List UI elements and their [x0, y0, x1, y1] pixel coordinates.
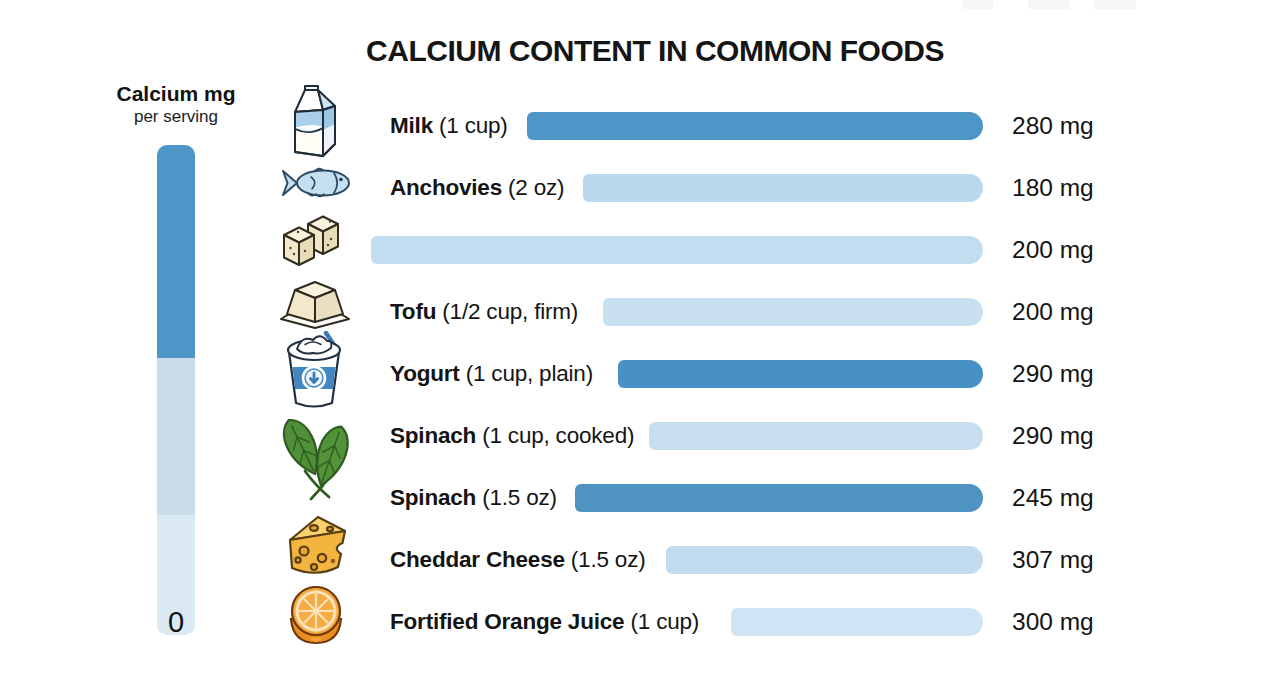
serving-size: (2 oz) [508, 175, 564, 200]
serving-size: (1 cup) [630, 609, 699, 634]
axis-legend-subtitle: per serving [116, 106, 235, 127]
food-name: Cheddar Cheese [390, 547, 565, 572]
cheese-icon [278, 510, 354, 584]
value-label: 180 mg [1012, 174, 1094, 202]
calcium-bar [618, 360, 983, 388]
value-label: 290 mg [1012, 360, 1094, 388]
food-name: Anchovies [390, 175, 502, 200]
spinach-icon [273, 407, 361, 503]
scale-segment-medium [157, 358, 195, 515]
food-label: Tofu (1/2 cup, firm) [390, 298, 578, 326]
value-label: 307 mg [1012, 546, 1094, 574]
calcium-chart: CALCIUM CONTENT IN COMMON FOODS Calcium … [0, 0, 1280, 698]
food-label: Spinach (1.5 oz) [390, 484, 557, 512]
tofu-block-icon [280, 273, 350, 333]
food-name: Tofu [390, 299, 436, 324]
food-name: Fortified Orange Juice [390, 609, 624, 634]
serving-size: (1 cup) [439, 113, 508, 138]
scale-segment-dark [157, 145, 195, 358]
calcium-bar [583, 174, 983, 202]
food-name: Milk [390, 113, 433, 138]
calcium-bar [666, 546, 983, 574]
food-label: Fortified Orange Juice (1 cup) [390, 608, 699, 636]
calcium-bar [603, 298, 983, 326]
calcium-bar [371, 236, 983, 264]
calcium-bar [575, 484, 983, 512]
fish-icon [280, 161, 352, 206]
value-label: 245 mg [1012, 484, 1094, 512]
food-label: Cheddar Cheese (1.5 oz) [390, 546, 646, 574]
value-label: 290 mg [1012, 422, 1094, 450]
tofu-cubes-icon [283, 212, 347, 272]
serving-size: (1/2 cup, firm) [442, 299, 578, 324]
calcium-bar [649, 422, 983, 450]
value-label: 300 mg [1012, 608, 1094, 636]
value-label: 200 mg [1012, 298, 1094, 326]
calcium-scale-bar [157, 145, 195, 635]
milk-carton-icon [283, 82, 347, 160]
food-label: Milk (1 cup) [390, 112, 508, 140]
food-name: Spinach [390, 485, 476, 510]
serving-size: (1 cup, cooked) [482, 423, 634, 448]
axis-legend-title: Calcium mg [116, 82, 235, 106]
corner-swatch [963, 0, 993, 9]
axis-legend: Calcium mg per serving [116, 82, 235, 127]
yogurt-cup-icon [282, 331, 346, 411]
corner-swatch [1094, 0, 1136, 9]
value-label: 200 mg [1012, 236, 1094, 264]
serving-size: (1.5 oz) [571, 547, 646, 572]
calcium-bar [527, 112, 983, 140]
orange-icon [282, 586, 350, 650]
calcium-bar [731, 608, 983, 636]
serving-size: (1 cup, plain) [466, 361, 593, 386]
food-label: Anchovies (2 oz) [390, 174, 564, 202]
serving-size: (1.5 oz) [482, 485, 557, 510]
page-title: CALCIUM CONTENT IN COMMON FOODS [366, 34, 944, 68]
food-label: Spinach (1 cup, cooked) [390, 422, 634, 450]
food-name: Spinach [390, 423, 476, 448]
food-label: Yogurt (1 cup, plain) [390, 360, 593, 388]
food-name: Yogurt [390, 361, 460, 386]
corner-swatch [1028, 0, 1070, 9]
value-label: 280 mg [1012, 112, 1094, 140]
scale-origin-label: 0 [168, 606, 184, 639]
